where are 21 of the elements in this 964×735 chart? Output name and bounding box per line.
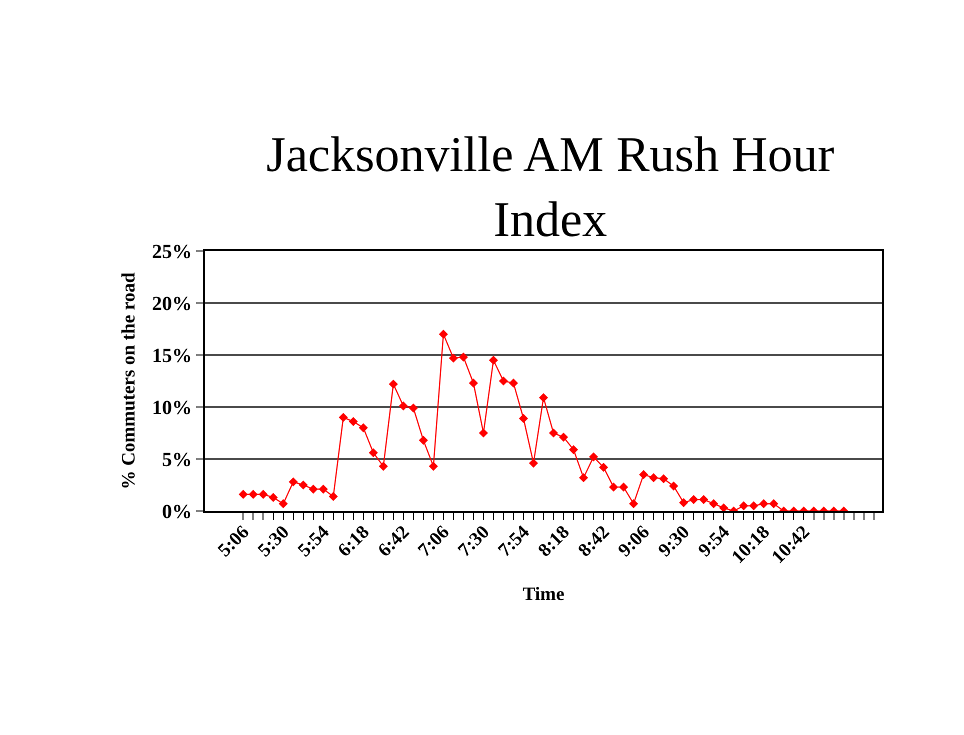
x-tick-label: 8:42: [574, 522, 614, 562]
x-axis-title: Time: [522, 584, 564, 606]
x-tick-label: 6:42: [374, 522, 414, 562]
y-tick-label: 0%: [162, 501, 192, 523]
x-tick-label: 6:18: [334, 522, 374, 562]
x-tick-label: 7:06: [414, 522, 454, 562]
x-tick-label: 5:06: [214, 522, 254, 562]
x-tick-label: 7:30: [454, 522, 494, 562]
y-tick-label: 5%: [162, 449, 192, 471]
y-axis-title: % Commuters on the road: [118, 272, 140, 490]
x-tick-label: 5:54: [294, 521, 334, 562]
x-tick-label: 9:06: [614, 522, 654, 562]
chart-title: Jacksonville AM Rush Hour Index: [266, 126, 835, 247]
x-tick-label: 7:54: [494, 521, 534, 562]
x-tick-label: 5:30: [254, 522, 294, 562]
y-tick-label: 25%: [152, 241, 192, 263]
y-tick-label: 15%: [152, 345, 192, 367]
y-tick-label: 20%: [152, 293, 192, 315]
x-tick-label: 9:30: [654, 522, 694, 562]
y-tick-label: 10%: [152, 397, 192, 419]
x-tick-label: 8:18: [534, 522, 574, 562]
